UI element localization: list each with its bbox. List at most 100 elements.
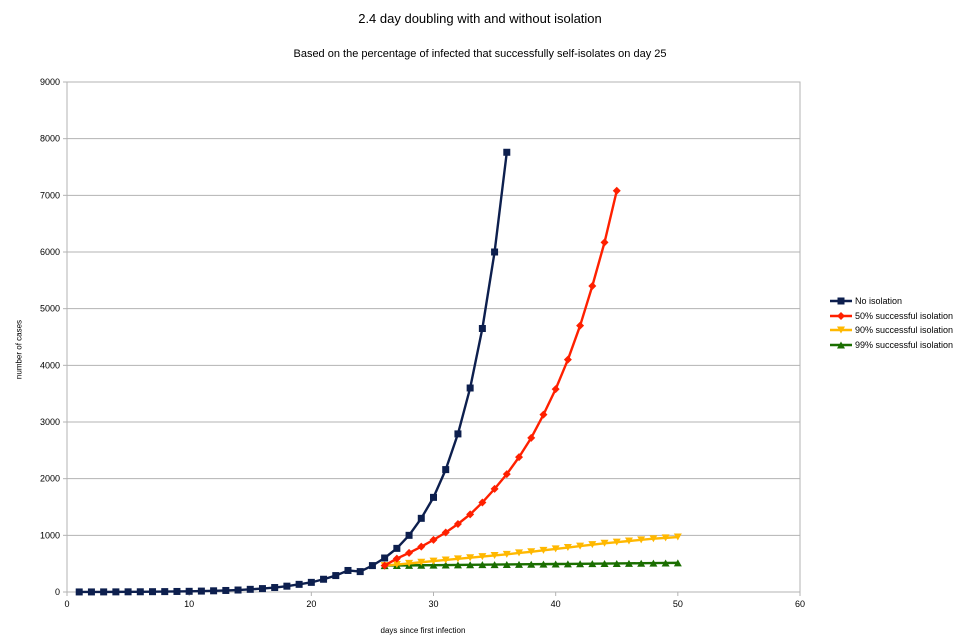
data-point: [466, 510, 475, 519]
data-point: [149, 588, 157, 596]
legend-swatch: [830, 326, 852, 334]
data-point: [503, 148, 511, 156]
data-point: [551, 545, 560, 553]
data-point: [307, 578, 315, 586]
data-point: [393, 544, 401, 552]
data-point: [612, 186, 621, 195]
data-point: [417, 514, 425, 522]
data-point: [576, 542, 585, 550]
data-point: [600, 238, 609, 247]
data-point: [661, 559, 670, 567]
data-point: [454, 430, 462, 438]
y-tick-label: 0: [55, 587, 60, 597]
series-no-isolation: [75, 148, 511, 596]
data-point: [527, 433, 536, 442]
data-point: [392, 561, 401, 569]
data-point: [295, 580, 303, 588]
legend-label: 90% successful isolation: [855, 325, 954, 336]
legend-swatch: [830, 297, 852, 305]
x-tick-label: 20: [306, 599, 316, 609]
chart-subtitle: Based on the percentage of infected that…: [293, 48, 667, 60]
data-point: [429, 557, 438, 565]
data-point: [576, 321, 585, 330]
data-point: [161, 588, 169, 596]
data-point: [600, 560, 609, 568]
legend-item: No isolation: [830, 294, 953, 309]
data-point: [490, 484, 499, 493]
data-point: [673, 533, 682, 541]
data-point: [442, 466, 450, 474]
data-point: [502, 550, 511, 558]
legend-label: 50% successful isolation: [855, 310, 954, 321]
data-point: [612, 538, 621, 546]
data-point: [392, 554, 401, 563]
x-axis-label: days since first infection: [380, 626, 466, 635]
plot-area: [66, 81, 801, 593]
data-point: [453, 555, 462, 563]
data-point: [624, 559, 633, 567]
data-point: [466, 384, 474, 392]
data-point: [551, 385, 560, 394]
data-point: [429, 535, 438, 544]
data-point: [405, 548, 414, 557]
x-tick-label: 30: [428, 599, 438, 609]
data-point: [405, 531, 413, 539]
data-point: [588, 560, 597, 568]
legend: No isolation 50% successful isolation 90% …: [830, 294, 953, 352]
series-99-successful-isolation: [380, 559, 682, 570]
y-tick-label: 3000: [40, 417, 60, 427]
data-point: [344, 566, 352, 574]
data-point: [417, 558, 426, 566]
legend-label: No isolation: [855, 296, 903, 307]
data-point: [441, 556, 450, 564]
data-point: [612, 559, 621, 567]
y-tick-label: 6000: [40, 247, 60, 257]
data-point: [490, 551, 499, 559]
data-point: [551, 560, 560, 568]
data-point: [490, 561, 499, 569]
data-point: [356, 568, 364, 576]
data-point: [576, 560, 585, 568]
x-tick-label: 50: [673, 599, 683, 609]
axis-ticks: 0 1000 2000 3000 4000 5000 6000 7000 8000 9000 0 10…: [40, 77, 805, 609]
x-tick-label: 40: [551, 599, 561, 609]
series-50-successful-isolation: [380, 186, 621, 570]
data-point: [539, 560, 548, 568]
data-point: [136, 588, 144, 596]
data-point: [588, 282, 597, 290]
data-point: [453, 561, 462, 569]
data-point: [527, 560, 536, 568]
data-point: [600, 539, 609, 547]
data-point: [563, 544, 572, 552]
data-point: [112, 588, 120, 596]
data-point: [258, 585, 266, 593]
data-point: [234, 586, 242, 594]
legend-item: 99% successful isolation: [830, 338, 953, 353]
data-point: [441, 528, 450, 537]
data-point: [453, 520, 462, 528]
data-point: [515, 549, 524, 557]
data-point: [624, 537, 633, 545]
data-point: [563, 560, 572, 568]
data-point: [649, 535, 658, 543]
data-point: [222, 586, 230, 594]
data-point: [405, 559, 414, 567]
data-point: [478, 553, 487, 561]
data-point: [491, 248, 499, 256]
data-point: [515, 453, 524, 462]
data-point: [380, 561, 389, 570]
legend-marker: [837, 311, 845, 320]
y-tick-label: 5000: [40, 304, 60, 314]
data-point: [649, 559, 658, 567]
legend-marker: [837, 326, 845, 334]
legend-label: 99% successful isolation: [855, 339, 954, 350]
data-point: [246, 585, 254, 593]
data-point: [502, 560, 511, 568]
y-tick-label: 4000: [40, 360, 60, 370]
data-point: [441, 561, 450, 569]
data-point: [637, 536, 646, 544]
data-point: [661, 534, 670, 542]
data-point: [283, 582, 291, 590]
data-point: [637, 559, 646, 567]
